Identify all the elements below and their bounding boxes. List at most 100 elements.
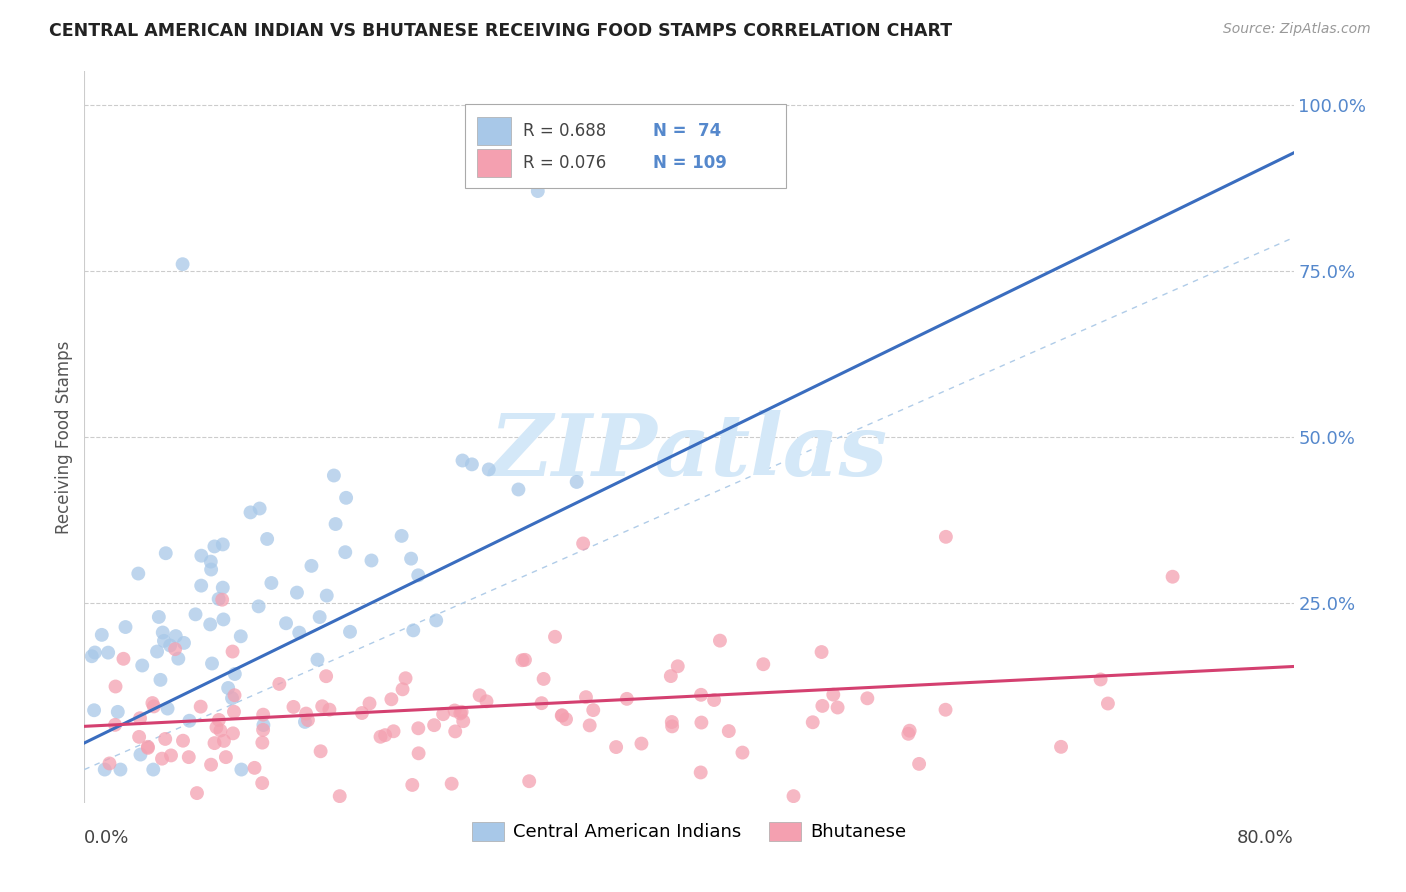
Point <box>112 652 135 666</box>
Point <box>243 761 266 775</box>
Point <box>443 704 465 718</box>
Point <box>731 746 754 760</box>
Point <box>142 763 165 777</box>
Point <box>250 776 273 790</box>
Point <box>575 690 598 705</box>
Point <box>408 721 430 735</box>
Point <box>661 714 683 729</box>
Point <box>461 458 484 472</box>
Point <box>935 703 957 717</box>
Point <box>301 558 323 573</box>
Point <box>666 659 689 673</box>
Point <box>159 639 181 653</box>
Point <box>690 715 713 730</box>
Point <box>221 644 243 658</box>
Point <box>128 730 150 744</box>
Point <box>211 537 233 551</box>
Point <box>149 673 172 687</box>
Point <box>285 585 308 599</box>
Point <box>129 711 152 725</box>
Point <box>200 757 222 772</box>
Point <box>391 682 413 697</box>
Point <box>374 728 396 742</box>
Point <box>295 706 318 721</box>
Point <box>335 491 357 505</box>
Point <box>222 726 245 740</box>
Point <box>703 693 725 707</box>
Point <box>510 653 533 667</box>
Point <box>146 644 169 658</box>
Point <box>107 705 129 719</box>
Point <box>212 734 235 748</box>
Point <box>582 703 605 717</box>
Point <box>315 669 337 683</box>
Point <box>252 718 274 732</box>
Point <box>322 468 344 483</box>
Point <box>897 727 920 741</box>
Point <box>165 642 187 657</box>
Point <box>155 546 177 560</box>
Point <box>80 649 103 664</box>
Point <box>391 529 413 543</box>
Point <box>148 610 170 624</box>
Point <box>311 699 333 714</box>
Point <box>297 713 319 727</box>
Point <box>811 698 834 713</box>
Point <box>908 756 931 771</box>
Point <box>172 257 194 271</box>
Point <box>190 579 212 593</box>
Point <box>401 778 423 792</box>
Point <box>201 657 224 671</box>
Point <box>717 724 740 739</box>
Text: ZIPatlas: ZIPatlas <box>489 410 889 493</box>
Point <box>260 576 283 591</box>
Bar <box>478 149 512 177</box>
Point <box>222 705 245 719</box>
Point <box>1161 570 1184 584</box>
Point <box>83 703 105 717</box>
Text: 80.0%: 80.0% <box>1237 829 1294 847</box>
Point <box>425 614 447 628</box>
Point <box>215 750 238 764</box>
Point <box>93 763 115 777</box>
Point <box>782 789 804 804</box>
Point <box>856 691 879 706</box>
Point <box>98 756 121 771</box>
Point <box>177 750 200 764</box>
Point <box>335 545 357 559</box>
Point <box>211 592 233 607</box>
Point <box>190 549 212 563</box>
Point <box>315 589 337 603</box>
Bar <box>478 117 512 145</box>
Point <box>827 700 849 714</box>
Point <box>423 718 446 732</box>
Point <box>247 599 270 614</box>
Point <box>200 562 222 576</box>
Point <box>605 740 627 755</box>
Point <box>249 501 271 516</box>
Legend: Central American Indians, Bhutanese: Central American Indians, Bhutanese <box>464 814 914 848</box>
Point <box>97 646 120 660</box>
Point <box>440 777 463 791</box>
Point <box>801 715 824 730</box>
Point <box>184 607 207 622</box>
Point <box>136 739 159 754</box>
Point <box>544 630 567 644</box>
Point <box>204 540 226 554</box>
Point <box>239 505 262 519</box>
Point <box>160 748 183 763</box>
Point <box>380 692 402 706</box>
Point <box>451 714 474 728</box>
Y-axis label: Receiving Food Stamps: Receiving Food Stamps <box>55 341 73 533</box>
Point <box>224 688 246 702</box>
Point <box>283 699 305 714</box>
Point <box>551 708 574 723</box>
Point <box>129 747 152 762</box>
Text: N = 109: N = 109 <box>652 153 727 172</box>
Point <box>478 462 501 476</box>
Text: Source: ZipAtlas.com: Source: ZipAtlas.com <box>1223 22 1371 37</box>
Point <box>152 625 174 640</box>
Point <box>572 536 595 550</box>
Point <box>709 633 731 648</box>
Point <box>114 620 136 634</box>
